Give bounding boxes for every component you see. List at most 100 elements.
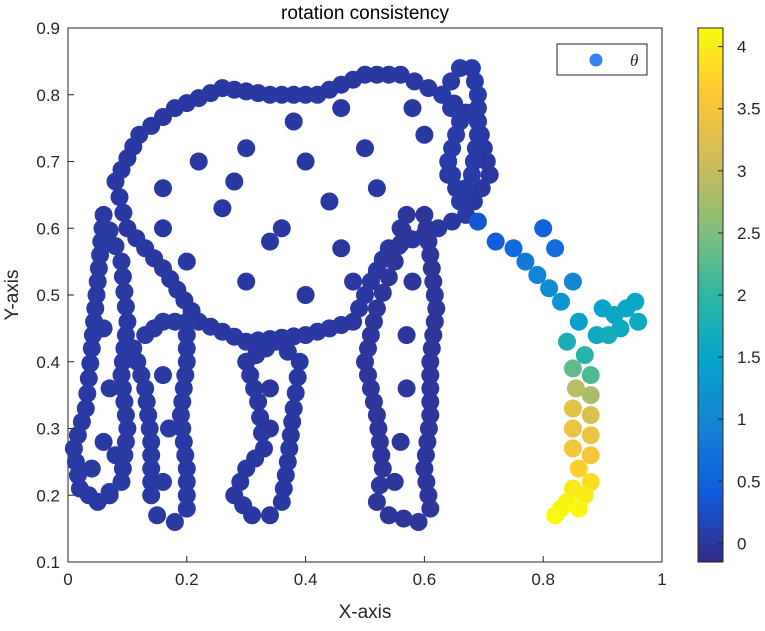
data-point bbox=[243, 506, 262, 525]
data-point bbox=[213, 199, 232, 218]
data-point bbox=[419, 79, 438, 98]
data-point bbox=[367, 492, 386, 511]
data-point bbox=[284, 399, 303, 418]
data-point bbox=[136, 379, 155, 398]
colorbar-tick-label: 1.5 bbox=[737, 348, 761, 367]
data-point bbox=[421, 499, 440, 518]
data-point bbox=[370, 476, 389, 495]
x-tick-label: 1 bbox=[657, 570, 666, 589]
data-point bbox=[177, 499, 196, 518]
data-point bbox=[566, 379, 585, 398]
chart-title: rotation consistency bbox=[281, 3, 449, 24]
data-point bbox=[415, 125, 434, 144]
data-point bbox=[418, 432, 437, 451]
data-point bbox=[113, 267, 132, 286]
data-point bbox=[278, 342, 297, 361]
data-point bbox=[284, 112, 303, 131]
data-point bbox=[581, 406, 600, 425]
data-point bbox=[415, 205, 434, 224]
y-tick-label: 0.9 bbox=[36, 19, 60, 38]
data-point bbox=[359, 339, 377, 358]
data-point bbox=[373, 283, 392, 302]
data-point bbox=[296, 152, 315, 171]
data-point bbox=[177, 486, 196, 505]
data-point bbox=[516, 252, 535, 271]
data-point bbox=[546, 239, 565, 258]
data-point bbox=[558, 332, 576, 351]
data-point bbox=[137, 392, 156, 411]
data-point bbox=[261, 379, 279, 398]
points-layer bbox=[64, 59, 648, 531]
colorbar-tick-label: 2.5 bbox=[737, 224, 761, 243]
data-point bbox=[419, 486, 438, 505]
data-point bbox=[389, 237, 408, 256]
data-point bbox=[116, 326, 135, 345]
data-point bbox=[278, 452, 297, 471]
data-point bbox=[393, 221, 412, 240]
data-point bbox=[385, 252, 404, 271]
colorbar: 0 0.5 1 1.5 2 2.5 3 3.5 4 bbox=[697, 27, 761, 563]
data-point bbox=[417, 219, 436, 238]
data-point bbox=[70, 479, 89, 498]
colorbar-tick-label: 3 bbox=[737, 162, 746, 181]
data-point bbox=[468, 85, 487, 104]
data-point bbox=[106, 237, 125, 256]
data-point bbox=[433, 85, 452, 104]
data-point bbox=[140, 419, 159, 438]
data-point bbox=[231, 472, 250, 491]
data-point bbox=[142, 486, 161, 505]
data-point bbox=[370, 432, 389, 451]
data-point bbox=[78, 384, 97, 403]
data-point bbox=[91, 245, 110, 264]
x-tick-label: 0.6 bbox=[413, 570, 437, 589]
data-point bbox=[421, 366, 440, 385]
data-point bbox=[629, 312, 648, 331]
data-point bbox=[177, 352, 196, 371]
x-tick-label: 0.8 bbox=[531, 570, 555, 589]
colorbar-ticks: 0 0.5 1 1.5 2 2.5 3 3.5 4 bbox=[718, 38, 761, 553]
data-point bbox=[563, 419, 582, 438]
x-tick-label: 0.4 bbox=[294, 570, 318, 589]
data-point bbox=[171, 406, 190, 425]
data-point bbox=[115, 392, 134, 411]
data-point bbox=[160, 419, 178, 438]
y-tick-label: 0.3 bbox=[36, 420, 60, 439]
data-point bbox=[528, 266, 547, 284]
data-point bbox=[504, 239, 523, 258]
data-point bbox=[425, 286, 444, 304]
data-point bbox=[88, 272, 107, 291]
data-point bbox=[534, 219, 553, 238]
data-point bbox=[261, 419, 279, 438]
data-point bbox=[247, 346, 266, 365]
data-point bbox=[417, 472, 436, 491]
data-point bbox=[563, 359, 582, 378]
data-point bbox=[320, 192, 339, 211]
data-point bbox=[415, 459, 434, 478]
legend: θ bbox=[556, 43, 648, 76]
x-axis-label: X-axis bbox=[339, 602, 392, 623]
data-point bbox=[173, 419, 192, 438]
data-point bbox=[148, 506, 167, 525]
data-point bbox=[421, 379, 440, 398]
data-point bbox=[424, 326, 443, 345]
data-point bbox=[563, 439, 582, 458]
data-point bbox=[581, 472, 600, 491]
data-point bbox=[154, 219, 172, 238]
data-point bbox=[599, 326, 618, 345]
data-point bbox=[237, 139, 256, 158]
data-point bbox=[468, 212, 487, 231]
y-tick-label: 0.1 bbox=[36, 553, 60, 572]
data-point bbox=[356, 286, 374, 304]
data-point bbox=[261, 506, 279, 525]
data-point bbox=[176, 366, 195, 385]
data-point bbox=[391, 65, 410, 84]
data-point bbox=[416, 446, 435, 465]
x-tick-label: 0.2 bbox=[175, 570, 199, 589]
data-point bbox=[82, 459, 101, 478]
data-point bbox=[113, 379, 132, 398]
data-point bbox=[173, 392, 192, 411]
data-point bbox=[276, 466, 295, 485]
colorbar-tick-label: 1 bbox=[737, 410, 746, 429]
data-point bbox=[142, 432, 161, 451]
